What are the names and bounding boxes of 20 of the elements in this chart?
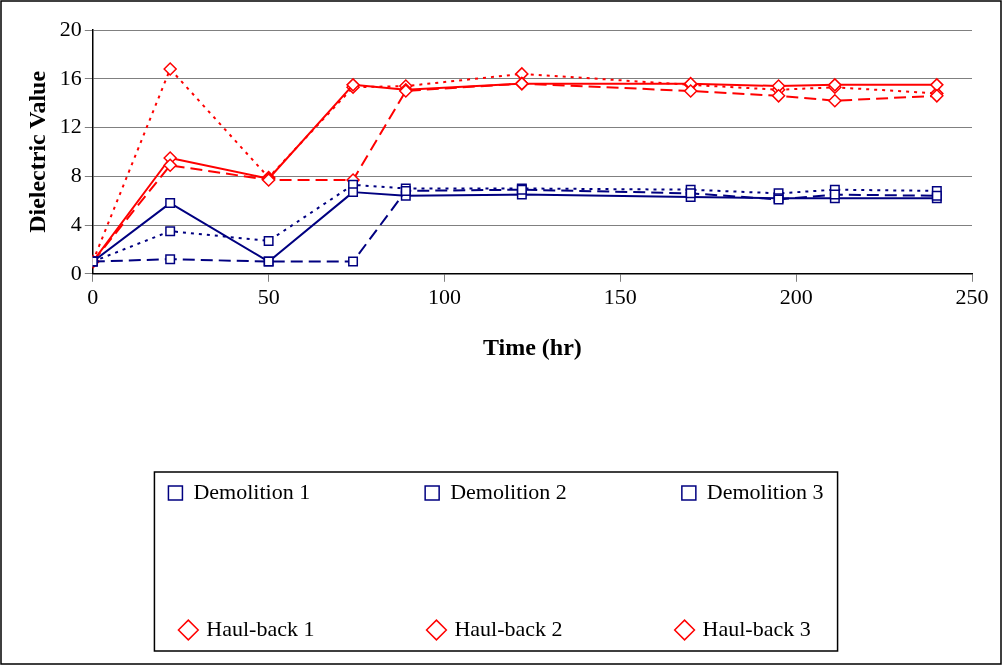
legend-label: Haul-back 3: [702, 615, 811, 641]
x-tick-label: 0: [87, 283, 99, 309]
y-tick-label: 0: [70, 259, 82, 285]
y-tick-label: 4: [70, 210, 82, 236]
y-axis-title: Dielectric Value: [23, 70, 50, 233]
legend-label: Demolition 2: [450, 478, 567, 504]
x-tick-label: 100: [427, 283, 461, 309]
legend-label: Haul-back 1: [206, 615, 315, 641]
x-tick-label: 250: [955, 283, 989, 309]
x-tick-label: 200: [779, 283, 813, 309]
y-tick-label: 12: [59, 113, 82, 139]
legend-label: Demolition 3: [706, 478, 824, 504]
y-tick-label: 8: [70, 162, 82, 188]
legend-label: Demolition 1: [193, 478, 311, 504]
x-axis-title: Time (hr): [482, 333, 582, 360]
x-tick-label: 150: [603, 283, 637, 309]
y-tick-label: 16: [59, 64, 82, 90]
legend-label: Haul-back 2: [454, 615, 563, 641]
x-tick-label: 50: [257, 283, 280, 309]
y-tick-label: 20: [59, 15, 82, 41]
